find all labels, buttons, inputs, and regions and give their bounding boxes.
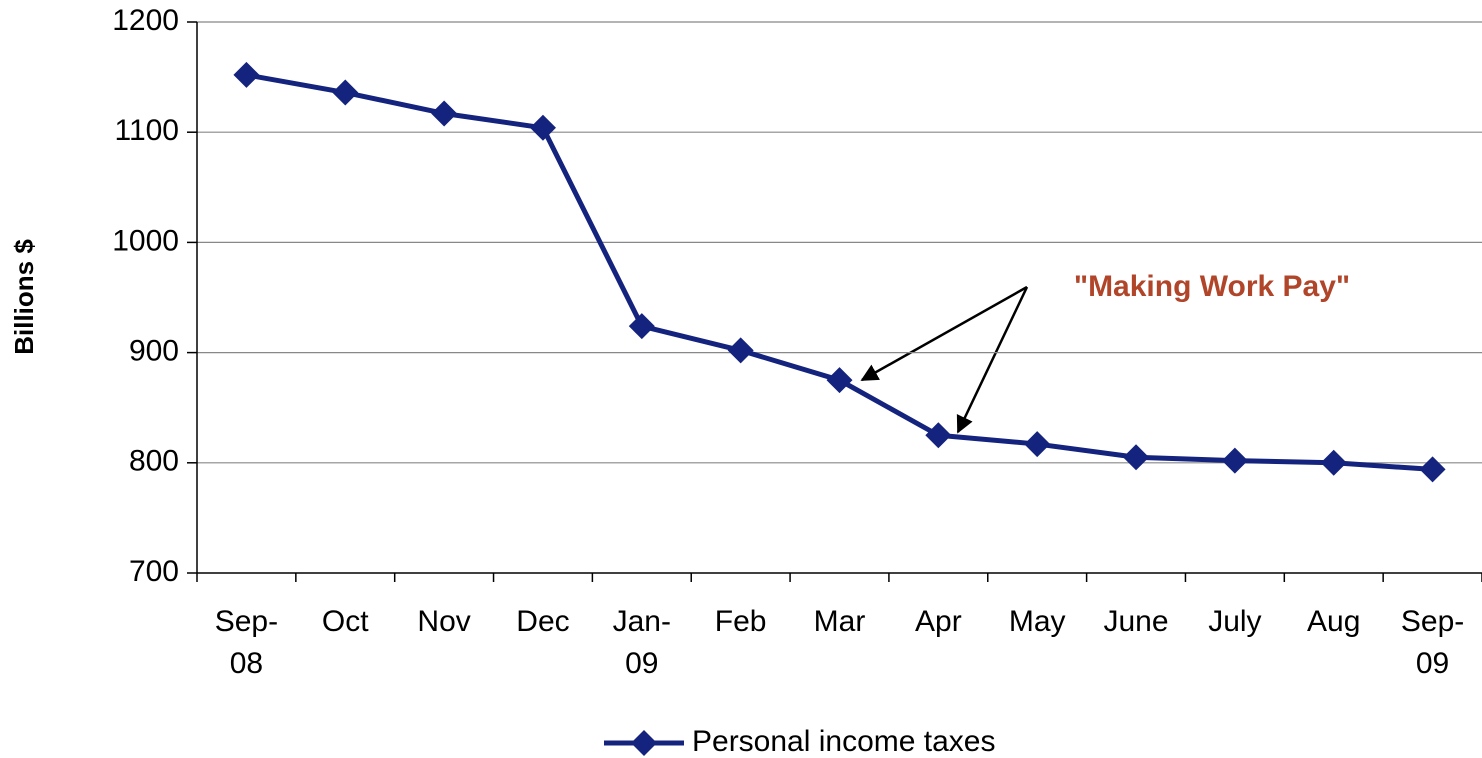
x-tick-label: Oct — [322, 605, 369, 638]
y-tick-label: 1000 — [112, 224, 179, 257]
x-tick-label: Sep- 08 — [215, 605, 278, 680]
x-tick-label: Nov — [417, 605, 470, 638]
annotation-arrow — [860, 285, 1028, 382]
annotation-arrow — [956, 286, 1029, 434]
point — [1221, 447, 1248, 474]
point — [1419, 456, 1446, 483]
y-tick-label: 900 — [129, 335, 179, 368]
x-tick-label: July — [1208, 605, 1261, 638]
legend-label: Personal income taxes — [692, 725, 996, 758]
legend-marker — [631, 730, 657, 756]
point — [431, 100, 458, 127]
x-tick-label: Apr — [915, 605, 962, 638]
x-tick-label-line: Sep- — [1401, 605, 1464, 638]
point — [1123, 444, 1150, 471]
point — [1320, 449, 1347, 476]
point — [332, 79, 359, 106]
y-tick-label: 1200 — [112, 4, 179, 37]
x-tick-label: Sep- 09 — [1401, 605, 1464, 680]
x-tick-label-line: 09 — [1416, 647, 1449, 680]
y-tick-label: 1100 — [114, 114, 179, 147]
x-tick-label-line: Jan- — [613, 605, 671, 638]
y-tick-label: 800 — [129, 445, 179, 478]
x-tick-label: Dec — [516, 605, 569, 638]
annotation: "Making Work Pay" — [1074, 270, 1350, 303]
point — [826, 367, 853, 394]
x-tick-label-line: 09 — [625, 647, 658, 680]
point — [727, 337, 754, 364]
point — [628, 313, 655, 340]
x-tick-label-line: 08 — [230, 647, 263, 680]
x-tick-label-line: Sep- — [215, 605, 278, 638]
x-tick-label: Jan- 09 — [613, 605, 671, 680]
x-tick-label: Mar — [814, 605, 866, 638]
x-tick-label: June — [1104, 605, 1169, 638]
x-tick-label: Feb — [715, 605, 767, 638]
x-tick-label: May — [1009, 605, 1066, 638]
y-tick-label: 700 — [129, 555, 179, 588]
point — [529, 114, 556, 141]
point — [233, 61, 260, 88]
x-tick-label: Aug — [1307, 605, 1360, 638]
y-axis-label: Billions $ — [9, 239, 39, 355]
point — [925, 422, 952, 449]
point — [1024, 431, 1051, 458]
